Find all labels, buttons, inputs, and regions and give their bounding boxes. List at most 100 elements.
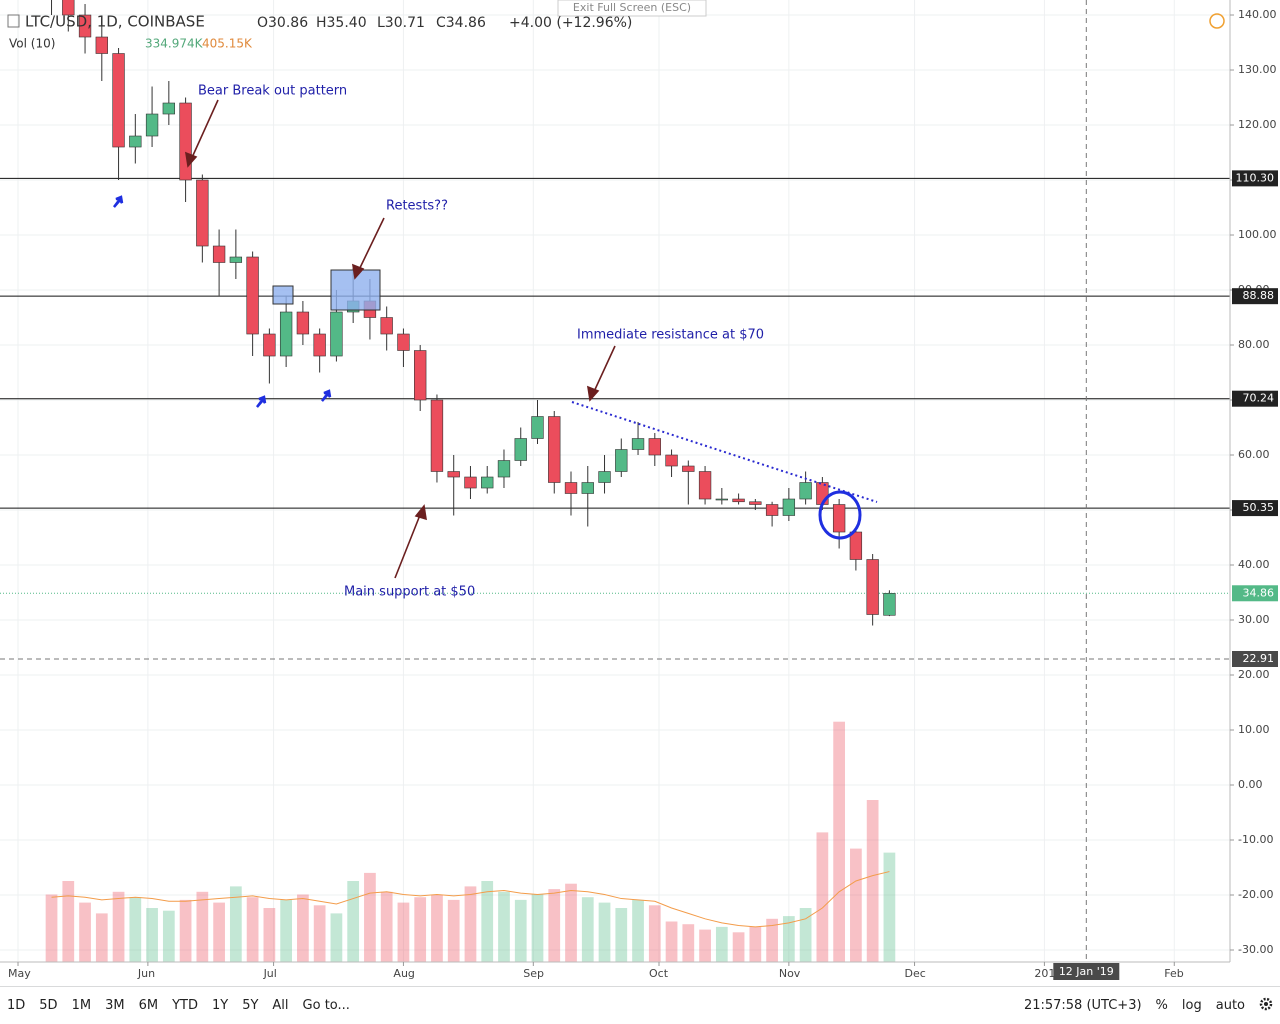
volume-bar (816, 832, 829, 962)
volume-value: 405.15K (202, 37, 253, 51)
symbol-title: LTC/USD, 1D, COINBASE (25, 13, 205, 31)
annotation: Retests?? (386, 199, 448, 214)
candle-body (229, 256, 243, 263)
collapse-icon[interactable] (7, 14, 20, 28)
candle-body (531, 416, 544, 439)
volume-bar (615, 908, 628, 962)
settings-icon[interactable] (1252, 997, 1280, 1015)
volume-bar (749, 926, 762, 962)
volume-bar (62, 881, 75, 962)
candle-body (380, 317, 393, 335)
x-tick-label: Nov (779, 967, 801, 980)
volume-bar (213, 902, 225, 962)
y-tick-label: 20.00 (1238, 668, 1270, 681)
x-tick-label: Jul (263, 967, 277, 980)
volume-bar (665, 921, 678, 962)
chart-background (0, 0, 1280, 986)
volume-bar (330, 913, 343, 962)
volume-bar (347, 881, 360, 962)
volume-ma-line (51, 871, 890, 928)
volume-bar (732, 932, 745, 962)
candle-body (62, 0, 75, 16)
x-tick-label: Jun (137, 967, 155, 980)
chart: Bear Break out pattern Retests?? Immedia… (0, 0, 1280, 986)
toolbar-button[interactable]: 6M (138, 998, 159, 1013)
volume-bar (79, 902, 91, 962)
candle-body (263, 333, 276, 357)
candle-body (397, 333, 410, 351)
toolbar-button[interactable]: YTD (172, 998, 198, 1013)
volume-bar (397, 902, 410, 962)
arrows (184, 99, 616, 579)
volume-bar (883, 852, 896, 962)
ohlc-open: O30.86 (257, 15, 308, 31)
candle-body (749, 501, 762, 505)
candle-body (497, 460, 511, 478)
candle-body (162, 102, 175, 115)
candle-body (615, 449, 628, 472)
volume-bar (229, 886, 242, 962)
candle-body (832, 504, 846, 533)
annotation: Immediate resistance at $70 (577, 328, 764, 343)
candle-body (464, 476, 477, 489)
crosshair-y-label: 22.91 (1243, 652, 1275, 665)
toolbar-button[interactable]: 3M (105, 998, 125, 1013)
toolbar-right: 21:57:58 (UTC+3) % log auto (1017, 997, 1280, 1015)
volume-bar (514, 899, 527, 962)
volume-bar (632, 899, 644, 962)
ohlc-low: L30.71 (377, 15, 425, 31)
y-tick-label: 140.00 (1238, 8, 1277, 21)
toolbar-button[interactable]: 5Y (242, 998, 259, 1013)
scale-button[interactable]: auto (1215, 998, 1245, 1013)
candle-body (514, 438, 527, 461)
y-tick-label: 60.00 (1238, 448, 1270, 461)
candle-body (447, 471, 460, 478)
bounce-arrows (113, 195, 332, 408)
level-label: 50.35 (1243, 501, 1275, 514)
scale-button[interactable]: log (1181, 998, 1202, 1013)
level-label: 110.30 (1236, 171, 1275, 184)
candle-body (279, 311, 293, 357)
candle-body (866, 559, 879, 615)
candle-body (129, 135, 142, 148)
y-tick-label: 120.00 (1238, 118, 1277, 131)
scale-button[interactable]: % (1155, 998, 1168, 1013)
retest-box (272, 285, 294, 305)
volume-bar (414, 897, 427, 962)
toolbar-button[interactable]: 1M (71, 998, 92, 1013)
alert-icon[interactable] (1209, 13, 1225, 29)
volume-bar (280, 899, 292, 962)
candle-body (112, 53, 125, 148)
candle-body (715, 498, 728, 501)
level-label: 88.88 (1243, 289, 1275, 302)
volume-bar (447, 899, 460, 962)
volume-bar (179, 899, 192, 962)
volume-bar (464, 886, 477, 962)
y-tick-label: 80.00 (1238, 338, 1270, 351)
toolbar-button[interactable]: 5D (39, 998, 58, 1013)
toolbar-button[interactable]: 1Y (211, 998, 229, 1013)
x-tick-label: Oct (649, 967, 669, 980)
volume-bar (531, 894, 544, 962)
y-tick-label: -30.00 (1238, 943, 1273, 956)
x-tick-label: Feb (1164, 967, 1183, 980)
x-tick-label: May (8, 967, 31, 980)
volume-bar (598, 902, 611, 962)
candle-body (330, 311, 343, 357)
candle-body (799, 482, 812, 500)
toolbar-button[interactable]: Go to... (302, 998, 350, 1013)
toolbar-button[interactable]: 1D (7, 998, 26, 1013)
candle-body (698, 471, 712, 500)
toolbar-button[interactable]: All (272, 998, 289, 1013)
crosshair-y-bg (1232, 651, 1278, 668)
ohlc-close: C34.86 (436, 15, 486, 31)
candle-body (95, 36, 108, 54)
exit-fullscreen[interactable]: Exit Full Screen (ESC) (573, 1, 691, 14)
gear (1259, 997, 1273, 1010)
volume-bar (95, 913, 108, 962)
volume-bar (715, 926, 728, 962)
exit-button-bg[interactable] (557, 0, 707, 17)
drawings: Bear Break out pattern Retests?? Immedia… (113, 84, 878, 600)
volume-bar (196, 891, 209, 962)
